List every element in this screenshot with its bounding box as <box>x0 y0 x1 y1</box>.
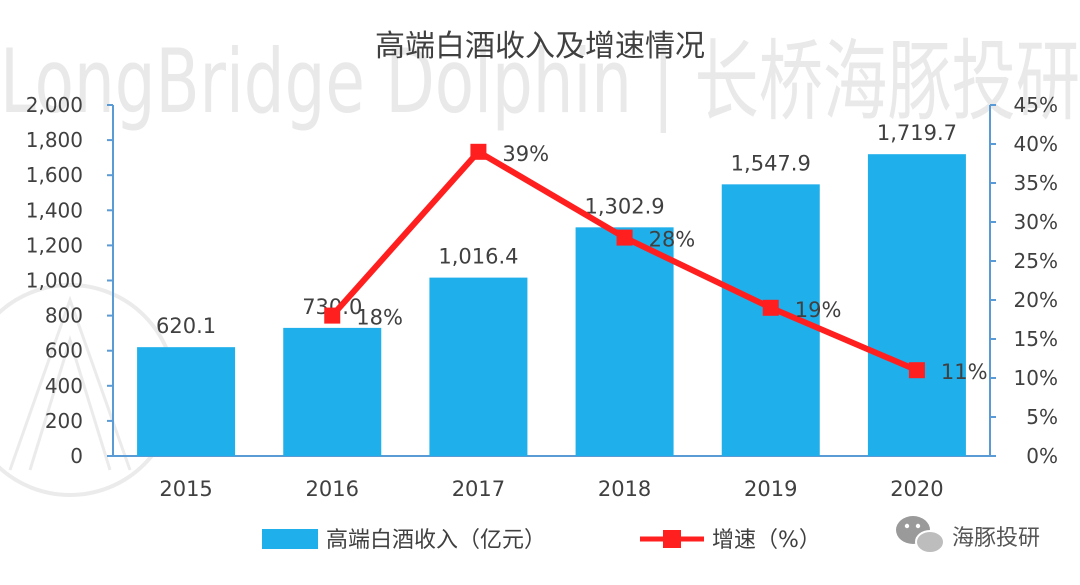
x-tick-label-2017: 2017 <box>452 477 505 501</box>
y-right-tick-label: 40% <box>1014 132 1058 156</box>
bar-label-2015: 620.1 <box>156 314 216 338</box>
y-left-tick-label: 1,200 <box>26 233 83 257</box>
legend-swatch-bar <box>262 529 318 549</box>
chart-title: 高端白酒收入及增速情况 <box>375 29 705 64</box>
x-axis-tick-labels: 2015 2016 2017 2018 2019 2020 <box>159 477 943 501</box>
legend-swatch-marker <box>663 530 681 548</box>
bar-2015 <box>137 347 236 456</box>
watermark-text: LongBridge Dolphin | 长桥海豚投研 <box>0 30 1080 134</box>
y-axis-right-ticks: 0% 5% 10% 15% 20% 25% 30% 35% 40% 45% <box>990 93 1058 468</box>
x-tick-label-2015: 2015 <box>159 477 212 501</box>
growth-marker-2020 <box>908 362 925 379</box>
y-left-tick-label: 800 <box>45 304 83 328</box>
bar-2017 <box>429 277 528 456</box>
y-left-tick-label: 1,400 <box>26 198 83 222</box>
x-tick-label-2016: 2016 <box>306 477 359 501</box>
y-left-tick-label: 2,000 <box>26 93 83 117</box>
growth-label-2019: 19% <box>795 298 842 322</box>
y-left-tick-label: 400 <box>45 374 83 398</box>
bar-label-2020: 1,719.7 <box>877 121 957 145</box>
brand-badge-text: 海豚投研 <box>952 526 1040 551</box>
y-left-tick-label: 200 <box>45 409 83 433</box>
growth-label-2020: 11% <box>941 360 988 384</box>
y-right-tick-label: 35% <box>1014 171 1058 195</box>
y-left-tick-label: 1,600 <box>26 163 83 187</box>
watermark: LongBridge Dolphin | 长桥海豚投研 <box>0 30 1080 497</box>
bar-series <box>137 154 966 456</box>
brand-badge: 海豚投研 <box>896 516 1040 554</box>
legend: 高端白酒收入（亿元） 增速（%） <box>262 528 821 553</box>
legend-label-line: 增速（%） <box>712 528 821 553</box>
x-tick-label-2018: 2018 <box>598 477 651 501</box>
growth-label-2017: 39% <box>502 142 549 166</box>
x-tick-label-2020: 2020 <box>890 477 943 501</box>
y-right-tick-label: 5% <box>1026 405 1058 429</box>
bar-2016 <box>283 327 382 456</box>
legend-label-bar: 高端白酒收入（亿元） <box>326 528 546 553</box>
y-axis-left-ticks: 0 200 400 600 800 1,000 1,200 1,400 1,600 1,800 2,… <box>26 93 113 468</box>
growth-label-2018: 28% <box>649 228 696 252</box>
x-tick-label-2019: 2019 <box>744 477 797 501</box>
y-left-tick-label: 0 <box>70 444 83 468</box>
bar-2020 <box>867 154 966 456</box>
wechat-icon <box>896 516 945 554</box>
line-series <box>324 143 925 379</box>
y-right-tick-label: 25% <box>1014 249 1058 273</box>
y-right-tick-label: 15% <box>1014 327 1058 351</box>
y-right-tick-label: 0% <box>1026 444 1058 468</box>
growth-marker-2016 <box>324 307 341 324</box>
growth-marker-2018 <box>616 229 633 246</box>
growth-marker-2019 <box>762 299 779 316</box>
growth-label-2016: 18% <box>356 306 403 330</box>
line-data-labels: 18% 39% 28% 19% 11% <box>356 142 987 384</box>
y-right-tick-label: 10% <box>1014 366 1058 390</box>
y-left-tick-label: 1,000 <box>26 269 83 293</box>
growth-marker-2017 <box>470 143 487 160</box>
bar-label-2019: 1,547.9 <box>731 151 811 175</box>
bar-label-2017: 1,016.4 <box>438 245 518 269</box>
y-left-tick-label: 600 <box>45 339 83 363</box>
bar-2018 <box>575 227 674 456</box>
bar-label-2018: 1,302.9 <box>585 194 665 218</box>
y-right-tick-label: 20% <box>1014 288 1058 312</box>
y-right-tick-label: 45% <box>1014 93 1058 117</box>
y-right-tick-label: 30% <box>1014 210 1058 234</box>
y-left-tick-label: 1,800 <box>26 128 83 152</box>
